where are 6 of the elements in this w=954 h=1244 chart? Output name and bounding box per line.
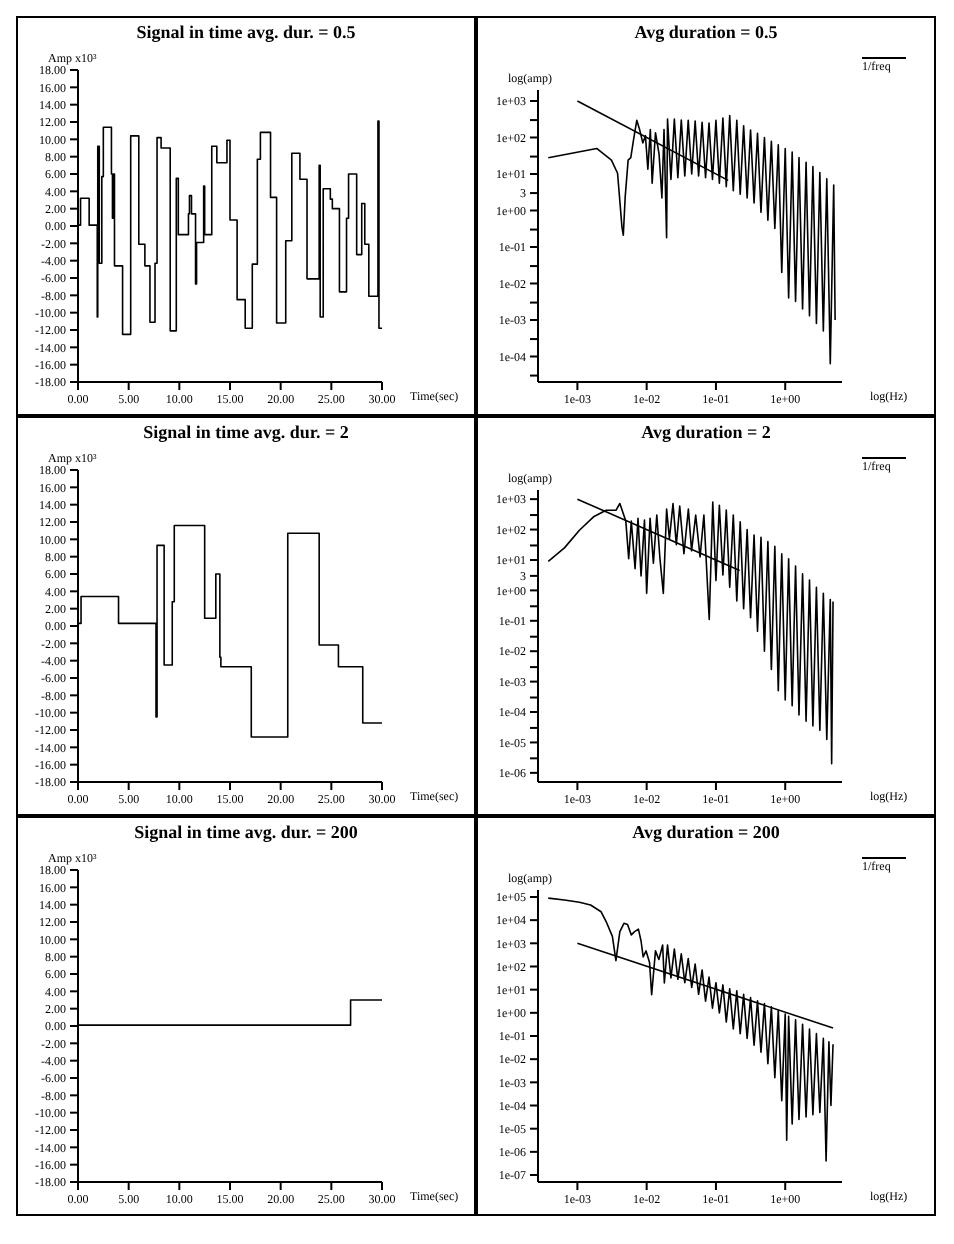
chart-title: Avg duration = 2	[639, 420, 773, 446]
chart-title: Avg duration = 200	[630, 820, 782, 846]
chart-title: Signal in time avg. dur. = 200	[132, 820, 360, 846]
chart-title: Avg duration = 0.5	[632, 20, 780, 46]
chart-title: Signal in time avg. dur. = 0.5	[134, 20, 358, 46]
chart-title: Signal in time avg. dur. = 2	[141, 420, 351, 446]
